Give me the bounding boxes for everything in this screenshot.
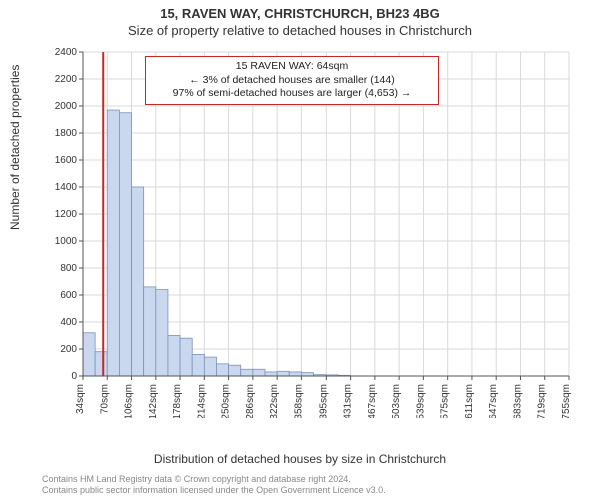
svg-text:142sqm: 142sqm — [148, 384, 159, 418]
title-line-2: Size of property relative to detached ho… — [0, 21, 600, 38]
svg-text:503sqm: 503sqm — [391, 384, 402, 418]
svg-text:322sqm: 322sqm — [269, 384, 280, 418]
svg-text:0: 0 — [71, 371, 77, 382]
svg-text:800: 800 — [60, 263, 77, 274]
svg-text:34sqm: 34sqm — [75, 384, 86, 414]
svg-text:2200: 2200 — [55, 74, 77, 85]
info-line-2: ← 3% of detached houses are smaller (144… — [152, 74, 432, 88]
svg-text:1400: 1400 — [55, 182, 77, 193]
svg-text:286sqm: 286sqm — [245, 384, 256, 418]
svg-text:214sqm: 214sqm — [196, 384, 207, 418]
svg-text:683sqm: 683sqm — [512, 384, 523, 418]
svg-text:70sqm: 70sqm — [99, 384, 110, 414]
plot-area: 0 200 400 600 800 1000 1200 1400 1600 1800 2000 220… — [55, 48, 575, 418]
svg-text:178sqm: 178sqm — [172, 384, 183, 418]
svg-text:647sqm: 647sqm — [488, 384, 499, 418]
svg-text:106sqm: 106sqm — [124, 384, 135, 418]
svg-text:575sqm: 575sqm — [440, 384, 451, 418]
svg-text:611sqm: 611sqm — [464, 384, 475, 418]
svg-text:1000: 1000 — [55, 236, 77, 247]
svg-text:2000: 2000 — [55, 101, 77, 112]
footer-text: Contains HM Land Registry data © Crown c… — [42, 474, 386, 496]
svg-text:467sqm: 467sqm — [367, 384, 378, 418]
svg-text:395sqm: 395sqm — [318, 384, 329, 418]
info-line-3: 97% of semi-detached houses are larger (… — [152, 87, 432, 101]
svg-text:755sqm: 755sqm — [561, 384, 572, 418]
svg-text:1200: 1200 — [55, 209, 77, 220]
svg-text:719sqm: 719sqm — [537, 384, 548, 418]
svg-text:1600: 1600 — [55, 155, 77, 166]
svg-text:600: 600 — [60, 290, 77, 301]
y-axis-label: Number of detached properties — [8, 65, 22, 230]
info-line-1: 15 RAVEN WAY: 64sqm — [152, 60, 432, 74]
footer-line-2: Contains public sector information licen… — [42, 485, 386, 496]
svg-text:539sqm: 539sqm — [415, 384, 426, 418]
svg-text:1800: 1800 — [55, 128, 77, 139]
x-axis-label: Distribution of detached houses by size … — [0, 452, 600, 466]
footer-line-1: Contains HM Land Registry data © Crown c… — [42, 474, 386, 485]
svg-text:200: 200 — [60, 344, 77, 355]
chart-container: 15, RAVEN WAY, CHRISTCHURCH, BH23 4BG Si… — [0, 0, 600, 500]
svg-text:358sqm: 358sqm — [293, 384, 304, 418]
info-box: 15 RAVEN WAY: 64sqm ← 3% of detached hou… — [145, 56, 439, 105]
title-line-1: 15, RAVEN WAY, CHRISTCHURCH, BH23 4BG — [0, 0, 600, 21]
svg-text:2400: 2400 — [55, 48, 77, 58]
svg-text:431sqm: 431sqm — [343, 384, 354, 418]
svg-text:250sqm: 250sqm — [221, 384, 232, 418]
svg-text:400: 400 — [60, 317, 77, 328]
